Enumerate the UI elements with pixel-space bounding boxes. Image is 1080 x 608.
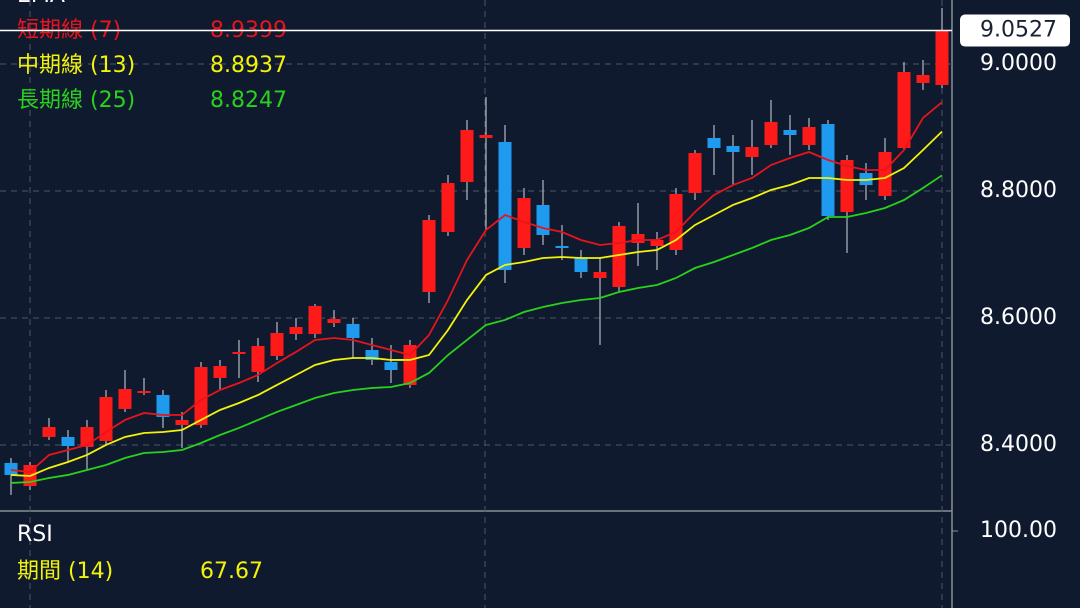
grid <box>0 63 952 446</box>
ema-line <box>10 101 943 473</box>
candle-body <box>783 129 797 135</box>
candle-body <box>935 30 949 86</box>
candle-body <box>327 319 341 324</box>
candle-body <box>213 365 227 378</box>
candle-body <box>726 145 740 153</box>
candle-body <box>441 182 455 233</box>
candle-body <box>650 240 664 246</box>
ema-line <box>10 130 943 477</box>
candle-body <box>707 137 721 149</box>
candle-body <box>289 327 303 334</box>
indicator-title: EMA <box>17 0 65 8</box>
candle-body <box>840 160 854 213</box>
candle-body <box>498 141 512 270</box>
candle-body <box>384 361 398 370</box>
y-tick-label: 9.0000 <box>980 51 1057 76</box>
candle-body <box>460 129 474 182</box>
candle-body <box>194 367 208 425</box>
legend-value: 8.8247 <box>210 88 287 113</box>
ema-line <box>10 174 943 484</box>
candle-body <box>156 395 170 417</box>
rsi-tick-label: 100.00 <box>980 518 1057 543</box>
candle-body <box>802 126 816 146</box>
candle-body <box>859 173 873 186</box>
candle-body <box>517 197 531 249</box>
candle-body <box>916 74 930 83</box>
candle-body <box>232 351 246 354</box>
candle-body <box>574 257 588 273</box>
candle-body <box>479 134 493 138</box>
price-label-box <box>960 14 1070 47</box>
candle-body <box>61 436 75 446</box>
candle-body <box>536 204 550 235</box>
candle-body <box>137 391 151 394</box>
plot <box>4 8 949 495</box>
legend-name: 中期線 (13) <box>17 53 135 78</box>
legend-name: 長期線 (25) <box>17 88 135 113</box>
candle-body <box>175 419 189 425</box>
candle-body <box>612 225 626 288</box>
candle-body <box>878 152 892 197</box>
candle-body <box>118 388 132 409</box>
candle-body <box>251 345 265 372</box>
candle-body <box>821 124 835 217</box>
candle-body <box>42 427 56 437</box>
y-tick-label: 8.8000 <box>980 178 1057 203</box>
candle-body <box>422 220 436 293</box>
y-tick-label: 8.4000 <box>980 432 1057 457</box>
candle-body <box>745 146 759 158</box>
rsi-period: 期間 (14) <box>17 559 113 584</box>
candle-body <box>346 323 360 338</box>
candle-body <box>308 305 322 334</box>
overlay: EMA 短期線 (7) 8.9399 中期線 (13) 8.8937 長期線 (… <box>0 0 1070 584</box>
candle-body <box>764 121 778 146</box>
candle-body <box>4 462 18 475</box>
legend-value: 8.8937 <box>210 53 287 78</box>
candle-body <box>593 272 607 278</box>
candle-body <box>897 72 911 149</box>
candle-body <box>270 332 284 356</box>
rsi-value: 67.67 <box>200 559 263 584</box>
price-label: 9.0527 <box>980 18 1057 43</box>
candle-body <box>555 245 569 249</box>
y-tick-label: 8.6000 <box>980 305 1057 330</box>
candle-body <box>365 349 379 360</box>
candle-body <box>688 153 702 193</box>
candle-body <box>669 193 683 250</box>
candle-body <box>631 233 645 243</box>
rsi-title: RSI <box>17 522 53 547</box>
